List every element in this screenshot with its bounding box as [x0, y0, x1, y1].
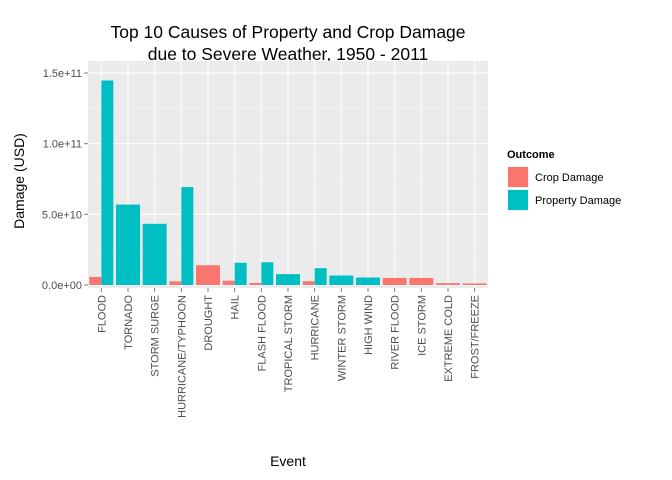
bar-crop-damage	[302, 281, 315, 285]
x-tick-label: HURRICANE/TYPHOON	[176, 295, 188, 418]
y-tick-label: 5.0e+10	[42, 209, 82, 221]
y-tick-label: 1.5e+11	[43, 68, 82, 80]
x-axis-title: Event	[270, 453, 306, 469]
bar-crop-damage	[89, 276, 102, 285]
legend-key	[508, 167, 528, 187]
x-tick-label: FLOOD	[96, 295, 108, 333]
bars	[89, 80, 487, 286]
bar-property-damage	[101, 80, 114, 286]
bar-crop-damage	[462, 283, 487, 285]
bar-crop-damage	[382, 277, 407, 285]
chart-title-line-2: due to Severe Weather, 1950 - 2011	[148, 44, 429, 64]
bar-property-damage	[314, 268, 327, 285]
bar-crop-damage	[409, 277, 434, 285]
bar-property-damage	[276, 274, 300, 285]
x-tick-label: EXTREME COLD	[443, 295, 455, 382]
bar-property-damage	[261, 262, 274, 285]
bar-crop-damage	[436, 283, 460, 285]
bar-crop-damage	[196, 265, 220, 285]
x-tick-label: HIGH WIND	[363, 295, 375, 355]
y-tick-label: 0.0e+00	[42, 280, 82, 292]
bar-property-damage	[356, 277, 380, 285]
x-tick-label: ICE STORM	[416, 295, 428, 356]
y-tick-label: 1.0e+11	[43, 139, 82, 151]
legend: Outcome Crop Damage Property Damage	[507, 149, 621, 211]
x-tick-label: TROPICAL STORM	[283, 295, 295, 392]
bar-crop-damage	[222, 280, 235, 285]
y-axis-title: Damage (USD)	[11, 133, 27, 229]
bar-property-damage	[116, 204, 140, 285]
y-axis: 0.0e+00 5.0e+10 1.0e+11 1.5e+11	[42, 68, 88, 292]
x-tick-label: FROST/FREEZE	[470, 295, 482, 379]
bar-crop-damage	[169, 281, 182, 285]
chart-title-line-1: Top 10 Causes of Property and Crop Damag…	[110, 22, 465, 42]
bar-property-damage	[181, 187, 194, 285]
x-axis: FLOOD TORNADO STORM SURGE HURRICANE/TYPHOON…	[96, 288, 482, 418]
bar-property-damage	[329, 275, 354, 285]
bar-property-damage	[142, 223, 167, 285]
x-tick-label: TORNADO	[123, 295, 135, 350]
x-tick-label: STORM SURGE	[150, 295, 162, 377]
x-tick-label: HAIL	[230, 295, 242, 319]
legend-label: Property Damage	[535, 195, 621, 207]
x-tick-label: HURRICANE	[310, 295, 322, 360]
x-tick-label: FLASH FLOOD	[256, 295, 268, 371]
legend-label: Crop Damage	[535, 172, 603, 184]
legend-title: Outcome	[507, 149, 555, 161]
x-tick-label: RIVER FLOOD	[390, 295, 402, 370]
bar-crop-damage	[249, 283, 262, 285]
x-tick-label: WINTER STORM	[336, 295, 348, 381]
x-tick-label: DROUGHT	[203, 295, 215, 351]
legend-key	[508, 190, 528, 210]
bar-property-damage	[234, 262, 247, 285]
